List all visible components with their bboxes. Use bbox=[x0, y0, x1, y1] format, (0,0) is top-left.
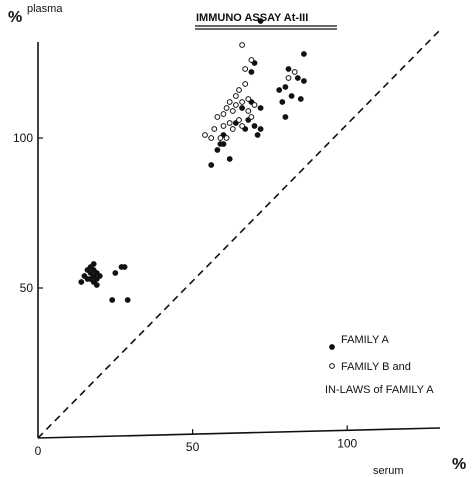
data-point-family-b bbox=[226, 99, 233, 105]
data-point-family-a bbox=[93, 282, 100, 288]
data-point-family-b bbox=[245, 96, 252, 102]
data-point-family-b bbox=[248, 57, 255, 63]
data-point-family-b bbox=[239, 99, 246, 105]
chart-title: IMMUNO ASSAY At-III bbox=[195, 12, 337, 30]
data-point-family-a bbox=[220, 141, 227, 147]
data-point-family-a bbox=[248, 69, 255, 75]
ticks: 0 50 100 50 100 bbox=[13, 131, 358, 458]
data-point-family-a bbox=[90, 261, 97, 267]
data-point-family-a bbox=[297, 96, 304, 102]
data-point-family-a bbox=[109, 297, 116, 303]
data-point-family-a bbox=[208, 162, 215, 168]
data-point-family-a bbox=[288, 93, 295, 99]
data-point-family-b bbox=[239, 42, 246, 48]
data-point-family-b bbox=[208, 135, 215, 141]
data-point-family-b bbox=[214, 114, 221, 120]
legend-label-family-a: FAMILY A bbox=[341, 334, 390, 346]
data-point-family-b bbox=[236, 117, 242, 123]
data-point-family-b bbox=[211, 126, 218, 132]
data-point-family-b bbox=[226, 120, 233, 126]
data-points bbox=[78, 18, 307, 303]
data-point-family-a bbox=[124, 297, 131, 303]
data-point-family-b bbox=[285, 75, 292, 81]
data-point-family-a bbox=[276, 87, 283, 93]
data-point-family-a bbox=[285, 66, 292, 72]
x-tick-label: 50 bbox=[186, 440, 200, 454]
data-point-family-b bbox=[220, 111, 227, 117]
y-axis-label: plasma bbox=[27, 3, 63, 15]
chart-title-text: IMMUNO ASSAY At-III bbox=[196, 12, 308, 24]
data-point-family-a bbox=[251, 123, 258, 129]
data-point-family-a bbox=[112, 270, 119, 276]
data-point-family-a bbox=[301, 78, 307, 84]
data-point-family-b bbox=[223, 105, 230, 111]
legend-marker-family-b bbox=[329, 363, 335, 369]
x-axis-unit: % bbox=[452, 456, 466, 473]
data-point-family-b bbox=[233, 102, 239, 108]
data-point-family-b bbox=[220, 123, 227, 129]
legend-label-family-b-line1: FAMILY B and bbox=[341, 361, 411, 373]
data-point-family-b bbox=[251, 102, 258, 108]
data-point-family-b bbox=[202, 132, 208, 138]
data-point-family-a bbox=[257, 126, 264, 132]
data-point-family-b bbox=[248, 114, 255, 120]
x-tick-label: 0 bbox=[35, 444, 42, 458]
data-point-family-b bbox=[233, 93, 239, 99]
data-point-family-b bbox=[236, 87, 242, 93]
legend-label-family-b-line2: IN-LAWS of FAMILY A bbox=[325, 384, 434, 396]
data-point-family-b bbox=[245, 108, 252, 114]
axes bbox=[37, 29, 441, 439]
data-point-family-a bbox=[257, 18, 264, 24]
y-tick-label: 100 bbox=[13, 131, 33, 145]
data-point-family-a bbox=[257, 105, 264, 111]
data-point-family-a bbox=[239, 105, 246, 111]
x-axis bbox=[37, 427, 441, 439]
data-point-family-a bbox=[78, 279, 85, 285]
data-point-family-a bbox=[121, 264, 128, 270]
data-point-family-b bbox=[229, 126, 236, 132]
x-tick-label: 100 bbox=[337, 436, 357, 450]
data-point-family-a bbox=[282, 84, 289, 90]
legend: FAMILY A FAMILY B and IN-LAWS of FAMILY … bbox=[325, 334, 434, 396]
x-axis-label: serum bbox=[373, 465, 404, 477]
data-point-family-a bbox=[214, 147, 221, 153]
y-tick-label: 50 bbox=[20, 281, 34, 295]
data-point-family-b bbox=[217, 135, 224, 141]
data-point-family-a bbox=[279, 99, 286, 105]
legend-marker-family-a bbox=[329, 344, 335, 350]
data-point-family-a bbox=[226, 156, 233, 162]
y-axis-unit: % bbox=[8, 9, 22, 26]
data-point-family-b bbox=[239, 123, 246, 129]
data-point-family-a bbox=[294, 75, 301, 81]
data-point-family-b bbox=[229, 108, 236, 114]
data-point-family-a bbox=[282, 114, 289, 120]
data-point-family-a bbox=[301, 51, 307, 57]
data-point-family-a bbox=[254, 132, 261, 138]
data-point-family-a bbox=[96, 273, 103, 279]
data-point-family-b bbox=[291, 69, 298, 75]
data-point-family-b bbox=[242, 81, 249, 87]
data-point-family-b bbox=[223, 135, 230, 141]
data-point-family-b bbox=[242, 66, 249, 72]
